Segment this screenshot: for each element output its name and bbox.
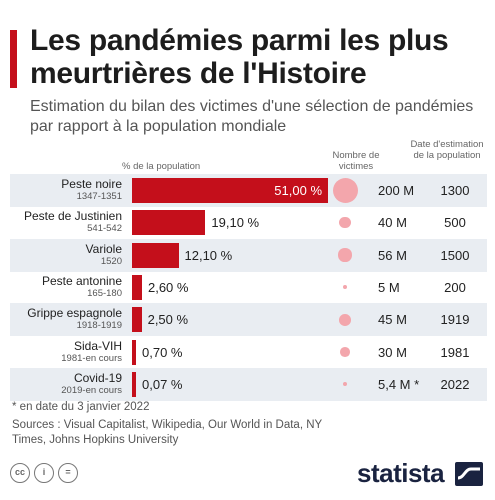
chart-row: Covid-19 2019-en cours 0,07 % 5,4 M * 2022 [10,367,487,401]
category-name: Grippe espagnole [27,306,122,321]
chart-row: Peste noire 1347-1351 51,00 % 200 M 1300 [10,174,487,207]
category-period: 1347-1351 [76,191,122,202]
population-date-label: 1500 [440,247,470,263]
population-date-label: 1981 [440,344,470,360]
victims-bubble [338,248,352,262]
victims-label: 5 M [378,279,400,295]
pct-column-header: % de la population [122,161,201,172]
victims-column-header: Nombre de victimes [332,150,380,172]
bar-value-label: 19,10 % [211,215,260,231]
category-name: Peste antonine [41,273,122,288]
chart-title: Les pandémies parmi les plus meurtrières… [30,24,449,90]
population-date-label: 1300 [440,183,470,198]
bar-value-label: 12,10 % [184,247,233,263]
category-label: Sida-VIH 1981-en cours [10,339,122,364]
victims-label: 45 M [378,312,407,328]
footnote: * en date du 3 janvier 2022 [12,401,150,413]
chart-row: Peste de Justinien 541-542 19,10 % 40 M 500 [10,206,487,239]
category-name: Covid-19 [73,370,122,385]
no-derivatives-icon: = [58,463,78,483]
victims-label: 200 M [378,183,415,198]
victims-label: 30 M [378,344,407,360]
population-date-label: 2022 [440,376,470,392]
bar [132,210,206,236]
category-label: Peste noire 1347-1351 [10,177,122,202]
population-date-label: 1919 [440,312,470,328]
victims-bubble [340,347,350,357]
victims-label: 56 M [378,247,407,263]
category-name: Peste de Justinien [23,209,122,224]
chart-row: Variole 1520 12,10 % 56 M 1500 [10,238,487,272]
victims-bubble [332,178,358,203]
date-column-header: Date d'estimation de la population [410,139,484,161]
title-accent-bar [10,30,17,88]
attribution-icon: i [34,463,54,483]
category-label: Peste antonine 165-180 [10,274,122,299]
chart-subtitle: Estimation du bilan des victimes d'une s… [30,98,474,135]
chart-row: Sida-VIH 1981-en cours 0,70 % 30 M 1981 [10,336,487,369]
victims-bubble [339,313,351,326]
category-name: Peste noire [61,177,122,191]
bar [132,242,179,268]
victims-bubble [339,217,351,229]
category-label: Covid-19 2019-en cours [10,371,122,396]
bar-value-label: 2,50 % [147,312,189,328]
bar-value-label: 2,60 % [147,279,189,295]
bar-value-label: 0,07 % [142,376,183,392]
victims-label: 5,4 M * [378,376,420,392]
category-label: Variole 1520 [10,242,122,267]
category-period: 2019-en cours [61,384,122,396]
category-period: 1918-1919 [76,320,122,332]
category-period: 1981-en cours [61,352,122,364]
population-date-label: 200 [444,279,466,295]
population-date-label: 500 [444,215,466,231]
bar [132,307,142,333]
category-period: 1520 [100,255,122,267]
category-period: 165-180 [87,287,122,299]
category-name: Sida-VIH [73,338,122,353]
bar [132,371,136,397]
creative-commons-icon: cc [10,463,30,483]
sources-note: Sources : Visual Capitalist, Wikipedia, … [12,419,322,446]
victims-bubble [342,382,348,387]
license-icons: cc i = [10,463,78,483]
category-label: Peste de Justinien 541-542 [10,209,122,234]
statista-wave-icon [455,462,483,486]
victims-bubble [343,285,347,290]
chart-row: Peste antonine 165-180 2,60 % 5 M 200 [10,271,487,304]
bar [132,274,142,300]
bar-value-label: 51,00 % [274,183,322,198]
bar-value-label: 0,70 % [142,344,183,360]
victims-label: 40 M [378,215,407,231]
chart-row: Grippe espagnole 1918-1919 2,50 % 45 M 1919 [10,303,487,337]
bar [132,178,328,203]
statista-logo: statista [357,458,445,488]
category-label: Grippe espagnole 1918-1919 [10,306,122,331]
category-period: 541-542 [87,223,122,235]
category-name: Variole [85,241,122,256]
bar [132,339,136,365]
